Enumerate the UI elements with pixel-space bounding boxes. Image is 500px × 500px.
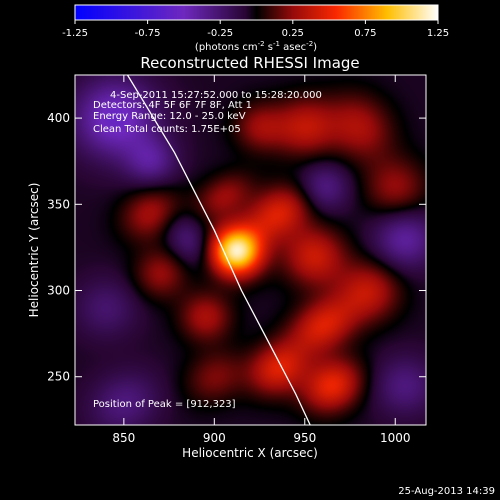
colorbar-tick-label: 1.25 <box>427 28 449 39</box>
solar-limb-line <box>126 75 311 425</box>
x-tick-label: 950 <box>293 431 316 445</box>
x-tick-label: 900 <box>203 431 226 445</box>
x-tick-label: 1000 <box>380 431 411 445</box>
colorbar-frame <box>74 4 439 21</box>
colorbar-tick-label: 0.75 <box>354 28 376 39</box>
chart-title: Reconstructed RHESSI Image <box>140 54 359 72</box>
info-block: 4-Sep-2011 15:27:52.000 to 15:28:20.000 … <box>93 90 322 135</box>
colorbar-tick-label: 0.25 <box>282 28 304 39</box>
colorbar-unit-label: (photons cm-2 s-1 asec-2) <box>195 40 317 53</box>
plot-frame <box>74 74 427 426</box>
colorbar-tick-label: -1.25 <box>62 28 88 39</box>
peak-position-label: Position of Peak = [912,323] <box>93 399 236 410</box>
x-axis-label: Heliocentric X (arcsec) <box>182 446 318 460</box>
y-tick-label: 350 <box>47 197 70 211</box>
info-line-detectors: Detectors: 4F 5F 6F 7F 8F, Att 1 <box>93 100 252 111</box>
y-tick-label: 300 <box>47 284 70 298</box>
y-axis-ticks: 250 300 350 400 <box>47 111 426 384</box>
plot-timestamp: 25-Aug-2013 14:39 <box>398 486 495 497</box>
info-line-clean: Clean Total counts: 1.75E+05 <box>93 124 241 135</box>
x-axis-ticks: 850 900 950 1000 <box>112 75 411 445</box>
colorbar-tick-label: -0.75 <box>135 28 161 39</box>
colorbar: -1.25 -0.75 -0.25 0.25 0.75 1.25 (photons cm-… <box>62 4 449 53</box>
x-tick-label: 850 <box>112 431 135 445</box>
colorbar-tick-label: -0.25 <box>207 28 233 39</box>
y-tick-label: 250 <box>47 370 70 384</box>
info-line-energy: Energy Range: 12.0 - 25.0 keV <box>93 111 246 122</box>
plot-area: 850 900 950 1000 250 300 350 400 4-Sep-2011 15… <box>47 74 427 445</box>
y-axis-label: Heliocentric Y (arcsec) <box>27 183 41 318</box>
colorbar-gradient <box>75 5 438 20</box>
info-line-time: 4-Sep-2011 15:27:52.000 to 15:28:20.000 <box>110 90 322 101</box>
y-tick-label: 400 <box>47 111 70 125</box>
colorbar-ticks: -1.25 -0.75 -0.25 0.25 0.75 1.25 <box>62 20 449 39</box>
